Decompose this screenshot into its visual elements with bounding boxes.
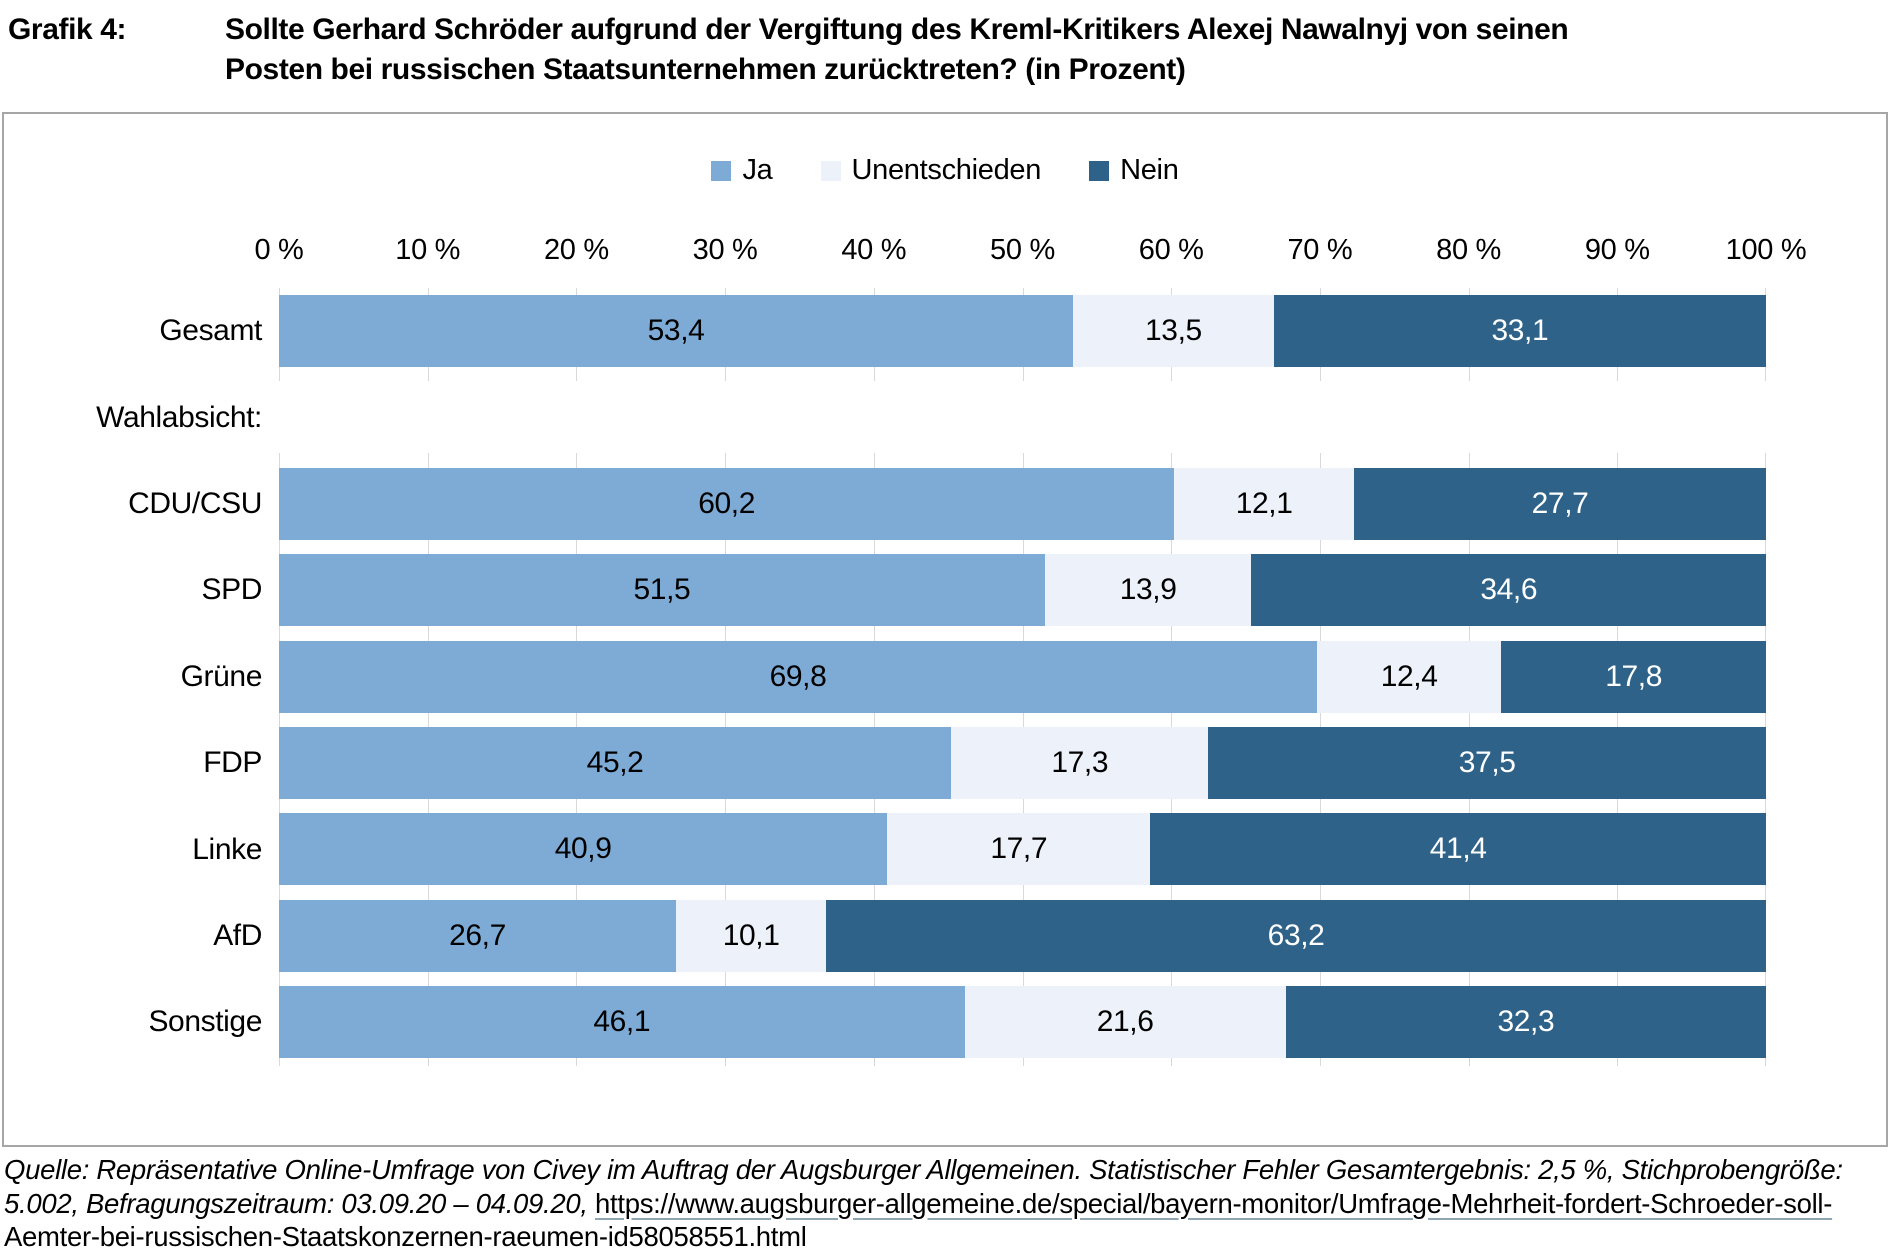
segment-unentschieden: 12,1 [1174,467,1355,540]
source-text: Quelle: Repräsentative Online-Umfrage vo… [4,1154,1843,1219]
segment-unentschieden: 21,6 [964,986,1286,1059]
stacked-bar: 40,9 17,7 41,4 [279,813,1766,886]
segment-nein: 37,5 [1208,726,1766,799]
axis-tick-label: 10 % [395,234,461,266]
bar-track: 69,8 12,4 17,8 [279,634,1766,720]
segment-nein: 34,6 [1251,554,1766,627]
category-label: Gesamt [159,314,262,348]
segment-nein: 32,3 [1285,986,1766,1059]
segment-ja: 26,7 [279,899,677,972]
stacked-bar: 46,1 21,6 32,3 [279,986,1766,1059]
bar-track: 26,7 10,1 63,2 [279,893,1766,979]
legend-label-nein: Nein [1120,154,1179,186]
figure-question: Sollte Gerhard Schröder aufgrund der Ver… [225,10,1569,90]
bar-track [279,374,1766,460]
segment-unentschieden: 10,1 [676,899,827,972]
axis-tick-label: 30 % [692,234,758,266]
legend-swatch-ja [711,160,732,181]
segment-ja: 53,4 [279,295,1074,367]
segment-unentschieden: 17,3 [951,726,1209,799]
stacked-bar: 69,8 12,4 17,8 [279,640,1766,713]
segment-nein: 63,2 [826,899,1766,972]
category-label: SPD [201,573,263,607]
x-axis-labels: 0 % 10 % 20 % 30 % 40 % 50 % 60 % 70 % 80 % 90 % 1… [254,234,1806,272]
figure-question-line2: Posten bei russischen Staatsunternehmen … [225,53,1186,86]
bar-row: SPD 51,5 13,9 34,6 [4,547,1766,633]
bar-row: CDU/CSU 60,2 12,1 27,7 [4,461,1766,547]
stacked-bar: 53,4 13,5 33,1 [279,295,1766,367]
legend: Ja Unentschieden Nein [4,154,1886,187]
axis-tick-label: 40 % [841,234,907,266]
segment-unentschieden: 12,4 [1316,640,1502,713]
segment-unentschieden: 17,7 [887,813,1151,886]
stacked-bar: 45,2 17,3 37,5 [279,726,1766,799]
axis-tick-label: 70 % [1287,234,1353,266]
segment-ja: 46,1 [279,986,965,1059]
axis-tick-label: 50 % [990,234,1055,266]
bar-row: Grüne 69,8 12,4 17,8 [4,634,1766,720]
bar-track: 40,9 17,7 41,4 [279,806,1766,892]
bar-row: Linke 40,9 17,7 41,4 [4,806,1766,892]
source-link[interactable]: https://www.augsburger-allgemeine.de/spe… [4,1187,1833,1249]
legend-swatch-nein [1089,160,1110,181]
section-row: Wahlabsicht: [4,374,1766,460]
category-label: Grüne [180,659,263,693]
axis-tick-label: 80 % [1436,234,1502,266]
grid-cover [279,381,1766,454]
segment-unentschieden: 13,9 [1044,554,1252,627]
category-label: Linke [192,832,262,866]
figure-title: Grafik 4: Sollte Gerhard Schröder aufgru… [8,10,1569,90]
bar-row: Gesamt 53,4 13,5 33,1 [4,288,1766,374]
segment-nein: 33,1 [1273,295,1766,367]
axis-tick-label: 90 % [1584,234,1650,266]
segment-ja: 51,5 [279,554,1045,627]
legend-item-unentschieden: Unentschieden [820,154,1042,187]
bar-track: 45,2 17,3 37,5 [279,720,1766,806]
source-note: Quelle: Repräsentative Online-Umfrage vo… [4,1153,1887,1249]
legend-label-ja: Ja [742,154,773,186]
grid-cover-fill [279,381,1766,454]
bar-row: Sonstige 46,1 21,6 32,3 [4,979,1766,1065]
bar-track: 53,4 13,5 33,1 [279,288,1766,374]
category-label: CDU/CSU [128,486,262,520]
segment-nein: 41,4 [1150,813,1766,886]
legend-item-ja: Ja [711,154,773,187]
legend-swatch-unentschieden [820,160,841,181]
segment-ja: 45,2 [279,726,952,799]
legend-item-nein: Nein [1089,154,1179,187]
axis-tick-label: 20 % [543,234,609,266]
axis-tick-label: 60 % [1138,234,1204,266]
bar-track: 60,2 12,1 27,7 [279,461,1766,547]
bar-track: 46,1 21,6 32,3 [279,979,1766,1065]
bar-track: 51,5 13,9 34,6 [279,547,1766,633]
legend-label-unentschieden: Unentschieden [851,154,1042,186]
stacked-bar: 51,5 13,9 34,6 [279,554,1766,627]
stacked-bar: 26,7 10,1 63,2 [279,899,1766,972]
chart-area: Ja Unentschieden Nein 0 % 10 % 20 % 30 % 40 … [2,112,1888,1147]
figure-question-line1: Sollte Gerhard Schröder aufgrund der Ver… [225,13,1569,46]
stacked-bar: 60,2 12,1 27,7 [279,467,1766,540]
bar-row: FDP 45,2 17,3 37,5 [4,720,1766,806]
category-label: AfD [213,918,262,952]
axis-tick-label: 100 % [1725,234,1807,266]
segment-nein: 17,8 [1501,640,1766,713]
rows: Gesamt 53,4 13,5 33,1 Wahlabsicht: CDU/CSU 60,… [4,288,1766,1066]
bar-row: AfD 26,7 10,1 63,2 [4,893,1766,979]
segment-unentschieden: 13,5 [1073,295,1274,367]
segment-ja: 40,9 [279,813,888,886]
category-label: FDP [203,746,262,780]
segment-ja: 69,8 [279,640,1317,713]
figure-number-label: Grafik 4: [8,13,127,46]
segment-ja: 60,2 [279,467,1175,540]
category-label: Sonstige [148,1005,262,1039]
segment-nein: 27,7 [1354,467,1766,540]
category-label: Wahlabsicht: [96,400,262,434]
axis-tick-label: 0 % [254,234,304,266]
